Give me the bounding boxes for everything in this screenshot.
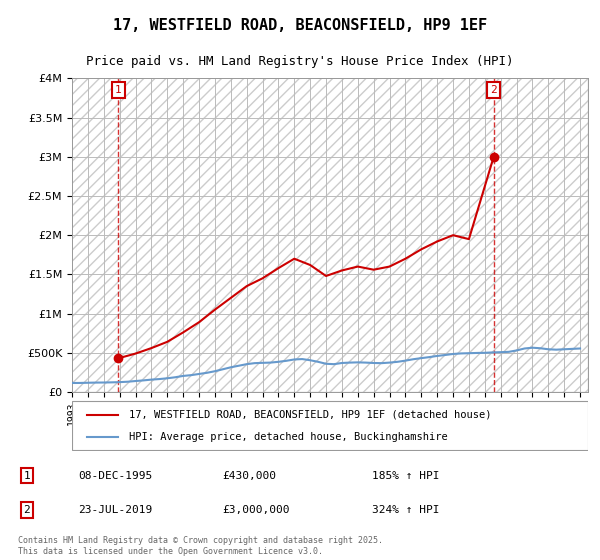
Text: 23-JUL-2019: 23-JUL-2019 (78, 505, 152, 515)
Text: 2: 2 (490, 85, 497, 95)
Text: £3,000,000: £3,000,000 (222, 505, 290, 515)
Text: Contains HM Land Registry data © Crown copyright and database right 2025.
This d: Contains HM Land Registry data © Crown c… (18, 536, 383, 556)
Text: 08-DEC-1995: 08-DEC-1995 (78, 470, 152, 480)
Text: 17, WESTFIELD ROAD, BEACONSFIELD, HP9 1EF: 17, WESTFIELD ROAD, BEACONSFIELD, HP9 1E… (113, 18, 487, 33)
FancyBboxPatch shape (72, 402, 588, 450)
Text: Price paid vs. HM Land Registry's House Price Index (HPI): Price paid vs. HM Land Registry's House … (86, 55, 514, 68)
Text: 2: 2 (23, 505, 31, 515)
Text: 1: 1 (23, 470, 31, 480)
Text: 17, WESTFIELD ROAD, BEACONSFIELD, HP9 1EF (detached house): 17, WESTFIELD ROAD, BEACONSFIELD, HP9 1E… (129, 409, 491, 419)
Text: £430,000: £430,000 (222, 470, 276, 480)
Text: 324% ↑ HPI: 324% ↑ HPI (372, 505, 439, 515)
Text: HPI: Average price, detached house, Buckinghamshire: HPI: Average price, detached house, Buck… (129, 432, 448, 442)
Text: 185% ↑ HPI: 185% ↑ HPI (372, 470, 439, 480)
Text: 1: 1 (115, 85, 122, 95)
